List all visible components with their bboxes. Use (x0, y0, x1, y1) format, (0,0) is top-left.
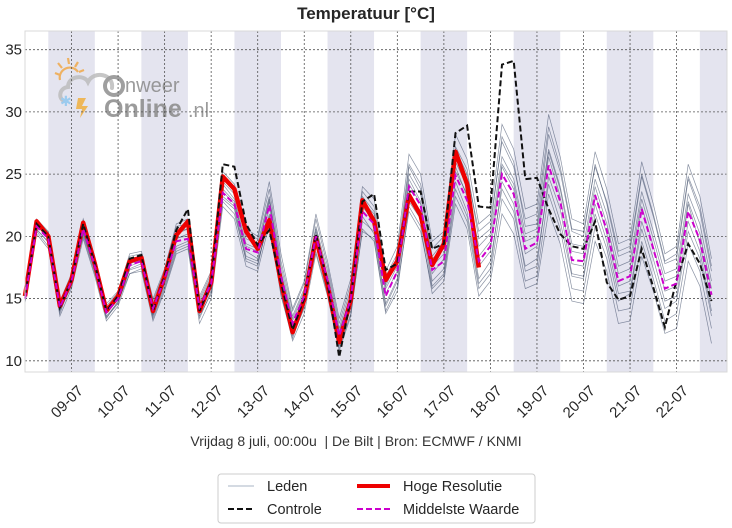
y-tick-label: 30 (5, 104, 22, 121)
x-tick-label: 20-07 (560, 382, 599, 421)
chart-subtitle: Vrijdag 8 juli, 00:00u | De Bilt | Bron:… (190, 433, 521, 449)
legend-label-controle: Controle (267, 502, 322, 518)
ensemble-member-line (24, 126, 712, 324)
night-band (699, 31, 727, 372)
legend-box (217, 473, 536, 524)
chart-title: Temperatuur [°C] (297, 4, 435, 23)
y-tick-label: 35 (5, 42, 22, 59)
x-tick-label: 22-07 (653, 382, 692, 421)
lightning-icon (76, 98, 88, 118)
ensemble-member-line (24, 114, 712, 319)
legend: Leden Hoge Resolutie Controle Middelste … (217, 473, 536, 524)
plot-frame (24, 30, 728, 373)
x-tick-label: 19-07 (513, 382, 552, 421)
y-tick-label: 10 (5, 353, 22, 370)
controle-line (24, 59, 713, 358)
logo-text-nl: .nl (188, 100, 209, 122)
x-tick-label: 11-07 (142, 382, 180, 420)
x-tick-label: 12-07 (187, 382, 226, 421)
onweer-online-logo: ✱ nweer Online .nl (54, 57, 209, 123)
plot-area: ✱ nweer Online .nl (22, 30, 728, 373)
x-tick-label: 09-07 (48, 382, 87, 421)
cloud-icon (58, 72, 115, 103)
sun-icon (54, 57, 85, 81)
highlight-lines (22, 59, 713, 358)
x-tick-label: 17-07 (420, 382, 459, 421)
snowflake-icon: ✱ (60, 94, 72, 110)
x-tick-label: 13-07 (234, 382, 273, 421)
middelste-waarde-line (24, 165, 713, 340)
ensemble-member-line (24, 193, 712, 350)
x-tick-label: 21-07 (606, 382, 645, 421)
y-axis-ticks: 10 15 20 25 30 35 (5, 42, 22, 370)
ensemble-member-line (24, 176, 712, 346)
x-tick-label: 14-07 (280, 382, 319, 421)
logo-text-online: Online (104, 95, 182, 123)
ensemble-member-line (24, 181, 712, 345)
x-tick-label: 10-07 (94, 382, 133, 421)
logo-ring (103, 75, 125, 97)
y-tick-label: 25 (5, 166, 22, 183)
x-tick-label: 18-07 (467, 382, 506, 421)
x-tick-label: 15-07 (327, 382, 366, 421)
logo-text-weer: nweer (125, 75, 180, 97)
legend-label-middelste-waarde: Middelste Waarde (403, 502, 519, 518)
y-tick-label: 20 (5, 228, 22, 245)
legend-label-hoge-resolutie: Hoge Resolutie (403, 479, 502, 495)
x-tick-label: 16-07 (374, 382, 413, 421)
x-axis-ticks: 09-07 10-07 11-07 12-07 13-07 14-07 15-07 16-07… (48, 382, 692, 421)
legend-label-leden: Leden (267, 479, 307, 495)
y-tick-label: 15 (5, 291, 22, 308)
